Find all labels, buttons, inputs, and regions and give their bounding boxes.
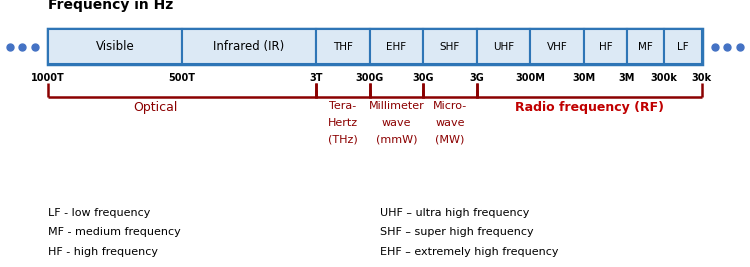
Text: VHF: VHF [547, 42, 568, 52]
Bar [530, 29, 584, 64]
Bar [664, 29, 702, 64]
Text: Optical: Optical [134, 101, 178, 115]
Text: 300M: 300M [515, 73, 545, 83]
Text: THF: THF [333, 42, 352, 52]
Text: SHF: SHF [440, 42, 460, 52]
Text: Micro-: Micro- [433, 101, 467, 111]
Text: Radio frequency (RF): Radio frequency (RF) [514, 101, 664, 115]
Bar [627, 29, 664, 64]
Text: 30M: 30M [572, 73, 596, 83]
Bar [477, 29, 530, 64]
Bar [370, 29, 423, 64]
Bar [316, 29, 370, 64]
Text: (THz): (THz) [328, 135, 358, 144]
Text: Visible: Visible [96, 40, 134, 53]
Text: 3T: 3T [309, 73, 322, 83]
Bar [423, 29, 477, 64]
Text: Tera-: Tera- [329, 101, 356, 111]
Text: UHF: UHF [493, 42, 514, 52]
Bar [48, 29, 702, 64]
Text: 3M: 3M [619, 73, 635, 83]
Bar [182, 29, 316, 64]
Text: 300G: 300G [356, 73, 384, 83]
Text: Millimeter: Millimeter [368, 101, 424, 111]
Text: 1000T: 1000T [32, 73, 65, 83]
Text: MF - medium frequency: MF - medium frequency [48, 227, 181, 237]
Bar [48, 29, 182, 64]
Text: UHF – ultra high frequency: UHF – ultra high frequency [380, 208, 530, 218]
Text: Hertz: Hertz [328, 118, 358, 128]
Text: MF: MF [638, 42, 653, 52]
Text: LF: LF [677, 42, 688, 52]
Text: EHF: EHF [386, 42, 406, 52]
Text: LF - low frequency: LF - low frequency [48, 208, 151, 218]
Text: 30G: 30G [413, 73, 434, 83]
Text: 300k: 300k [651, 73, 678, 83]
Text: 500T: 500T [169, 73, 196, 83]
Text: (mmW): (mmW) [376, 135, 417, 144]
Text: Infrared (IR): Infrared (IR) [214, 40, 285, 53]
Text: (MW): (MW) [435, 135, 465, 144]
Text: Frequency in Hz: Frequency in Hz [48, 0, 173, 12]
Text: EHF – extremely high frequency: EHF – extremely high frequency [380, 247, 559, 257]
Text: 30k: 30k [692, 73, 712, 83]
Text: HF: HF [598, 42, 612, 52]
Text: 3G: 3G [470, 73, 484, 83]
Text: wave: wave [382, 118, 411, 128]
Text: SHF – super high frequency: SHF – super high frequency [380, 227, 534, 237]
Text: wave: wave [435, 118, 465, 128]
Text: HF - high frequency: HF - high frequency [48, 247, 158, 257]
Bar [584, 29, 627, 64]
